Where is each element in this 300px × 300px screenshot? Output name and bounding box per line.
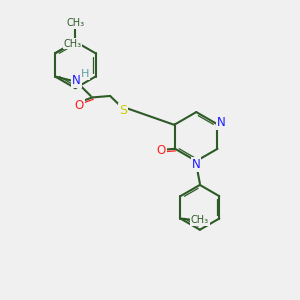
- Text: N: N: [72, 74, 81, 87]
- Text: N: N: [217, 116, 225, 129]
- Text: O: O: [157, 143, 166, 157]
- Text: CH₃: CH₃: [191, 215, 209, 225]
- Text: CH₃: CH₃: [63, 39, 82, 49]
- Text: S: S: [119, 104, 127, 117]
- Text: N: N: [192, 158, 200, 171]
- Text: H: H: [81, 70, 89, 80]
- Text: O: O: [74, 99, 84, 112]
- Text: CH₃: CH₃: [66, 18, 84, 28]
